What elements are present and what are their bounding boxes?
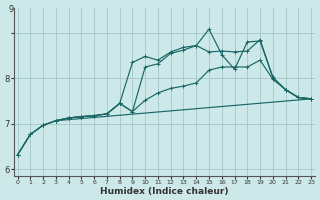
X-axis label: Humidex (Indice chaleur): Humidex (Indice chaleur)	[100, 187, 228, 196]
Text: 9: 9	[9, 5, 14, 14]
